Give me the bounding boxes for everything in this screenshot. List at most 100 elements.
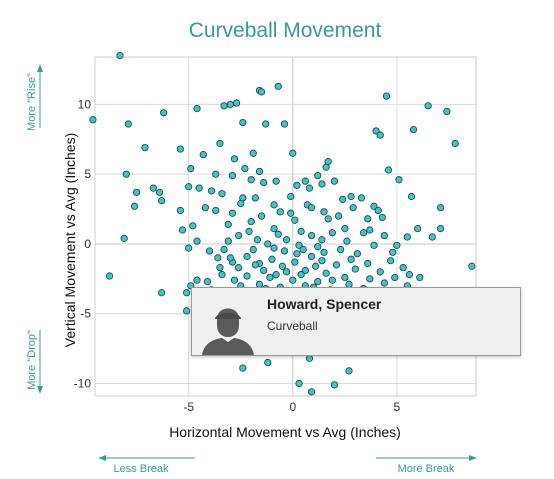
data-point-43[interactable] — [185, 183, 193, 191]
data-point-145[interactable] — [320, 248, 328, 256]
data-point-156[interactable] — [330, 381, 339, 389]
data-point-61[interactable] — [334, 212, 343, 220]
data-point-167[interactable] — [247, 218, 255, 226]
data-point-183[interactable] — [328, 276, 336, 284]
data-point-161[interactable] — [280, 247, 289, 255]
data-point-41[interactable] — [187, 165, 195, 173]
data-point-90[interactable] — [278, 262, 286, 270]
data-point-195[interactable] — [299, 245, 307, 254]
data-point-146[interactable] — [337, 245, 345, 254]
data-point-48[interactable] — [212, 206, 220, 215]
data-point-47[interactable] — [201, 204, 209, 212]
data-point-128[interactable] — [443, 107, 451, 116]
data-point-164[interactable] — [359, 229, 368, 237]
data-point-103[interactable] — [416, 273, 424, 282]
data-point-100[interactable] — [387, 257, 395, 265]
data-point-56[interactable] — [291, 216, 299, 224]
data-point-27[interactable] — [230, 155, 239, 163]
data-point-66[interactable] — [384, 166, 393, 174]
data-point-29[interactable] — [255, 167, 264, 175]
data-point-84[interactable] — [185, 244, 193, 252]
data-point-126[interactable] — [437, 224, 445, 233]
data-point-116[interactable] — [230, 276, 239, 284]
data-point-192[interactable] — [216, 264, 224, 272]
data-point-59[interactable] — [320, 208, 328, 216]
data-point-16[interactable] — [176, 206, 184, 215]
data-point-42[interactable] — [216, 139, 224, 148]
data-point-131[interactable] — [382, 92, 391, 100]
data-point-15[interactable] — [199, 151, 207, 159]
data-point-79[interactable] — [245, 227, 253, 235]
data-point-5[interactable] — [133, 188, 141, 196]
data-point-135[interactable] — [403, 233, 411, 241]
data-point-11[interactable] — [105, 272, 114, 280]
data-point-73[interactable] — [307, 231, 316, 240]
data-point-71[interactable] — [328, 229, 336, 237]
data-point-70[interactable] — [341, 224, 349, 233]
data-point-159[interactable] — [226, 254, 234, 262]
data-point-10[interactable] — [120, 234, 128, 242]
data-point-34[interactable] — [293, 181, 301, 189]
data-point-83[interactable] — [193, 237, 201, 245]
data-point-170[interactable] — [349, 204, 357, 212]
data-point-171[interactable] — [257, 212, 266, 220]
data-point-35[interactable] — [301, 177, 309, 185]
data-point-67[interactable] — [395, 176, 403, 184]
data-point-40[interactable] — [330, 177, 339, 185]
data-points[interactable] — [89, 52, 476, 396]
data-point-28[interactable] — [241, 165, 249, 173]
data-point-125[interactable] — [437, 204, 445, 212]
data-point-118[interactable] — [203, 278, 212, 286]
data-point-30[interactable] — [212, 170, 220, 178]
data-point-96[interactable] — [341, 273, 349, 282]
data-point-168[interactable] — [270, 224, 278, 233]
data-point-132[interactable] — [372, 127, 380, 135]
data-point-39[interactable] — [318, 180, 326, 188]
data-point-194[interactable] — [318, 257, 326, 265]
data-point-133[interactable] — [376, 131, 384, 139]
data-point-91[interactable] — [291, 258, 299, 266]
data-point-18[interactable] — [220, 102, 228, 110]
data-point-105[interactable] — [380, 279, 388, 287]
data-point-151[interactable] — [239, 364, 247, 372]
data-point-77[interactable] — [264, 240, 272, 248]
data-point-75[interactable] — [282, 236, 291, 244]
data-point-63[interactable] — [357, 194, 366, 202]
data-point-94[interactable] — [322, 269, 330, 277]
data-point-144[interactable] — [307, 252, 316, 261]
data-point-122[interactable] — [193, 276, 201, 284]
data-point-141[interactable] — [270, 244, 278, 252]
data-point-60[interactable] — [324, 215, 332, 223]
data-point-98[interactable] — [364, 259, 372, 268]
data-point-179[interactable] — [220, 245, 228, 254]
data-point-78[interactable] — [253, 236, 261, 244]
data-point-185[interactable] — [366, 275, 374, 283]
data-point-136[interactable] — [414, 224, 422, 233]
data-point-150[interactable] — [183, 307, 191, 315]
data-point-109[interactable] — [314, 278, 322, 286]
data-point-149[interactable] — [389, 248, 397, 256]
data-point-115[interactable] — [243, 272, 251, 280]
data-point-81[interactable] — [224, 237, 232, 245]
data-point-163[interactable] — [343, 237, 351, 245]
data-point-137[interactable] — [428, 233, 436, 241]
data-point-1[interactable] — [89, 116, 97, 124]
data-point-130[interactable] — [409, 125, 418, 134]
data-point-62[interactable] — [347, 192, 355, 201]
data-point-92[interactable] — [301, 266, 309, 275]
data-point-38[interactable] — [322, 163, 330, 171]
data-point-46[interactable] — [218, 190, 226, 198]
data-point-32[interactable] — [247, 176, 255, 184]
data-point-51[interactable] — [251, 194, 259, 202]
data-point-153[interactable] — [305, 354, 314, 362]
data-point-111[interactable] — [289, 276, 297, 284]
data-point-52[interactable] — [260, 178, 268, 187]
data-point-140[interactable] — [293, 250, 301, 258]
data-point-49[interactable] — [228, 209, 237, 217]
data-point-44[interactable] — [195, 184, 203, 192]
data-point-97[interactable] — [351, 265, 359, 273]
data-point-82[interactable] — [205, 247, 214, 255]
data-point-99[interactable] — [376, 268, 384, 276]
data-point-7[interactable] — [155, 188, 164, 196]
data-point-74[interactable] — [295, 241, 303, 249]
